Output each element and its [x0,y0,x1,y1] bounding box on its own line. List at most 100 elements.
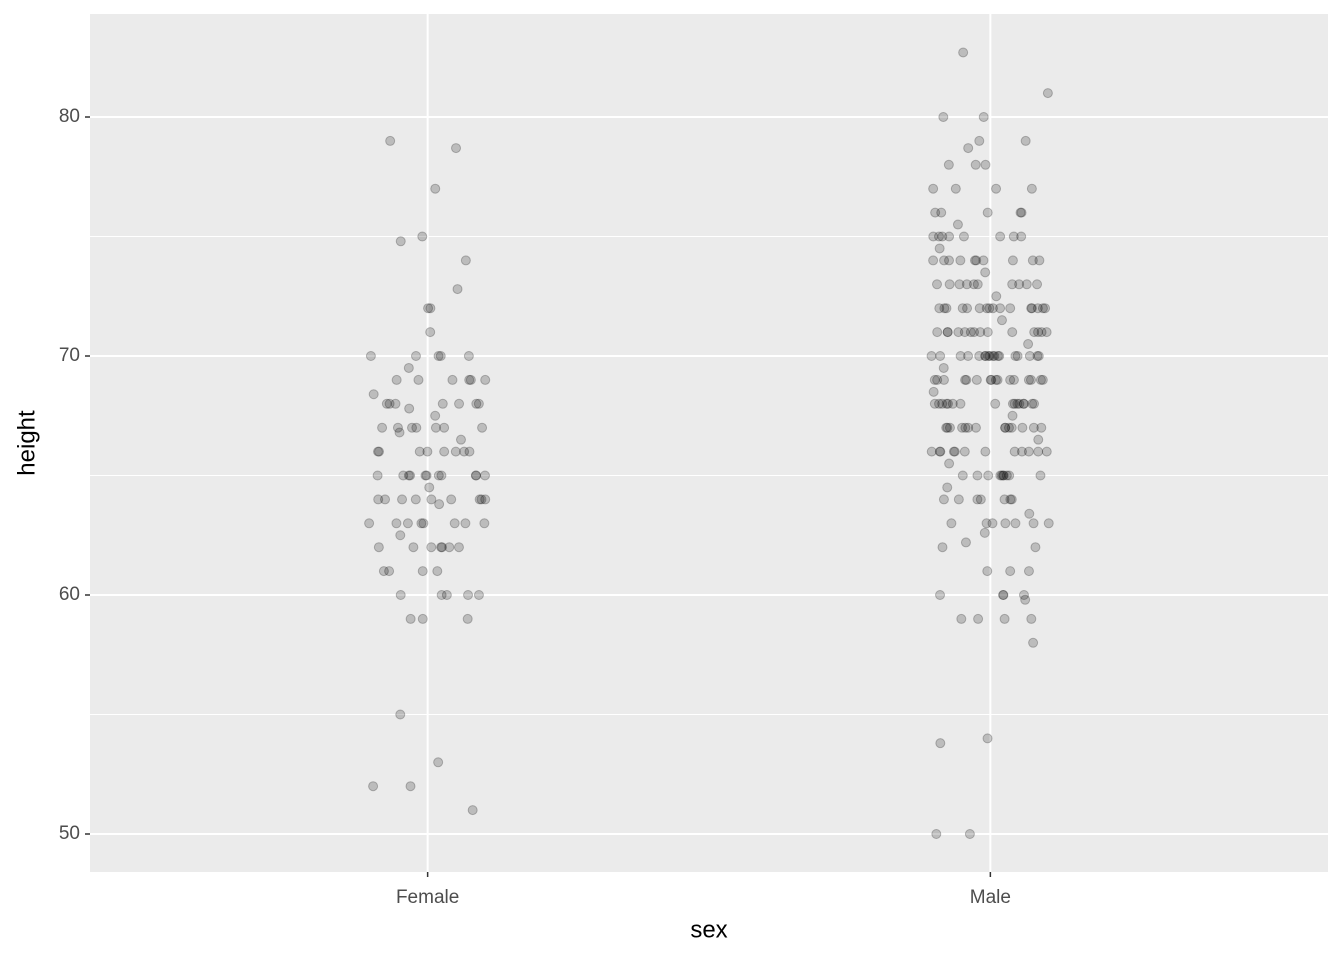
point [935,446,946,457]
point [996,315,1007,326]
point [1028,518,1039,529]
point [1024,508,1035,519]
point [465,374,476,385]
point [980,351,991,362]
point [417,566,428,577]
y-tick-label: 50 [59,823,80,844]
point [436,542,447,553]
point [982,566,993,577]
point [1029,398,1040,409]
point [999,613,1010,624]
point [1042,88,1053,99]
point [1026,303,1037,314]
point [476,494,487,505]
point [1037,374,1048,385]
point [1032,351,1043,362]
point [942,422,953,433]
point [947,398,958,409]
point [1032,303,1043,314]
point [942,327,953,338]
point [982,327,993,338]
point [384,566,395,577]
point [958,231,969,242]
point [953,327,964,338]
point [963,422,974,433]
point [955,398,966,409]
point [941,303,952,314]
point [942,398,953,409]
point [979,527,990,538]
point [426,542,437,553]
point [1027,398,1038,409]
point [473,590,484,601]
point [377,422,388,433]
point [1033,327,1044,338]
point [1035,374,1046,385]
point [998,470,1009,481]
point [407,422,418,433]
point [391,374,402,385]
point [459,446,470,457]
point [957,470,968,481]
point [395,236,406,247]
point [446,494,457,505]
point [938,362,949,373]
point [1003,422,1014,433]
point [474,494,485,505]
point [426,494,437,505]
point [980,351,991,362]
point [1023,339,1034,350]
point [1008,231,1019,242]
point [985,374,996,385]
point [373,542,384,553]
point [969,327,980,338]
point [949,446,960,457]
point [944,255,955,266]
point [1020,135,1031,146]
point [467,805,478,816]
point [948,446,959,457]
x-tick-label: Female [396,887,459,908]
point [372,446,383,457]
x-tick-label: Male [970,887,1011,908]
point [1005,494,1016,505]
point [444,542,455,553]
point [403,362,414,373]
point [1014,398,1025,409]
point [368,781,379,792]
point [395,530,406,541]
point [372,470,383,481]
point [1036,327,1047,338]
point [413,374,424,385]
point [1001,470,1012,481]
point [437,542,448,553]
point [424,482,435,493]
point [957,422,968,433]
point [1026,303,1037,314]
point [962,303,973,314]
point [373,494,384,505]
point [958,47,969,58]
point [455,434,466,445]
point [462,613,473,624]
point [971,374,982,385]
point [480,374,491,385]
point [479,470,490,481]
grid [90,14,1328,872]
point [1007,410,1018,421]
point [928,386,939,397]
point [984,303,995,314]
point [938,374,949,385]
point [980,267,991,278]
point [1023,374,1034,385]
point [1020,594,1031,605]
point [395,709,406,720]
point [1027,255,1038,266]
point [934,446,945,457]
point [960,537,971,548]
point [960,374,971,385]
point [926,446,937,457]
point [970,422,981,433]
